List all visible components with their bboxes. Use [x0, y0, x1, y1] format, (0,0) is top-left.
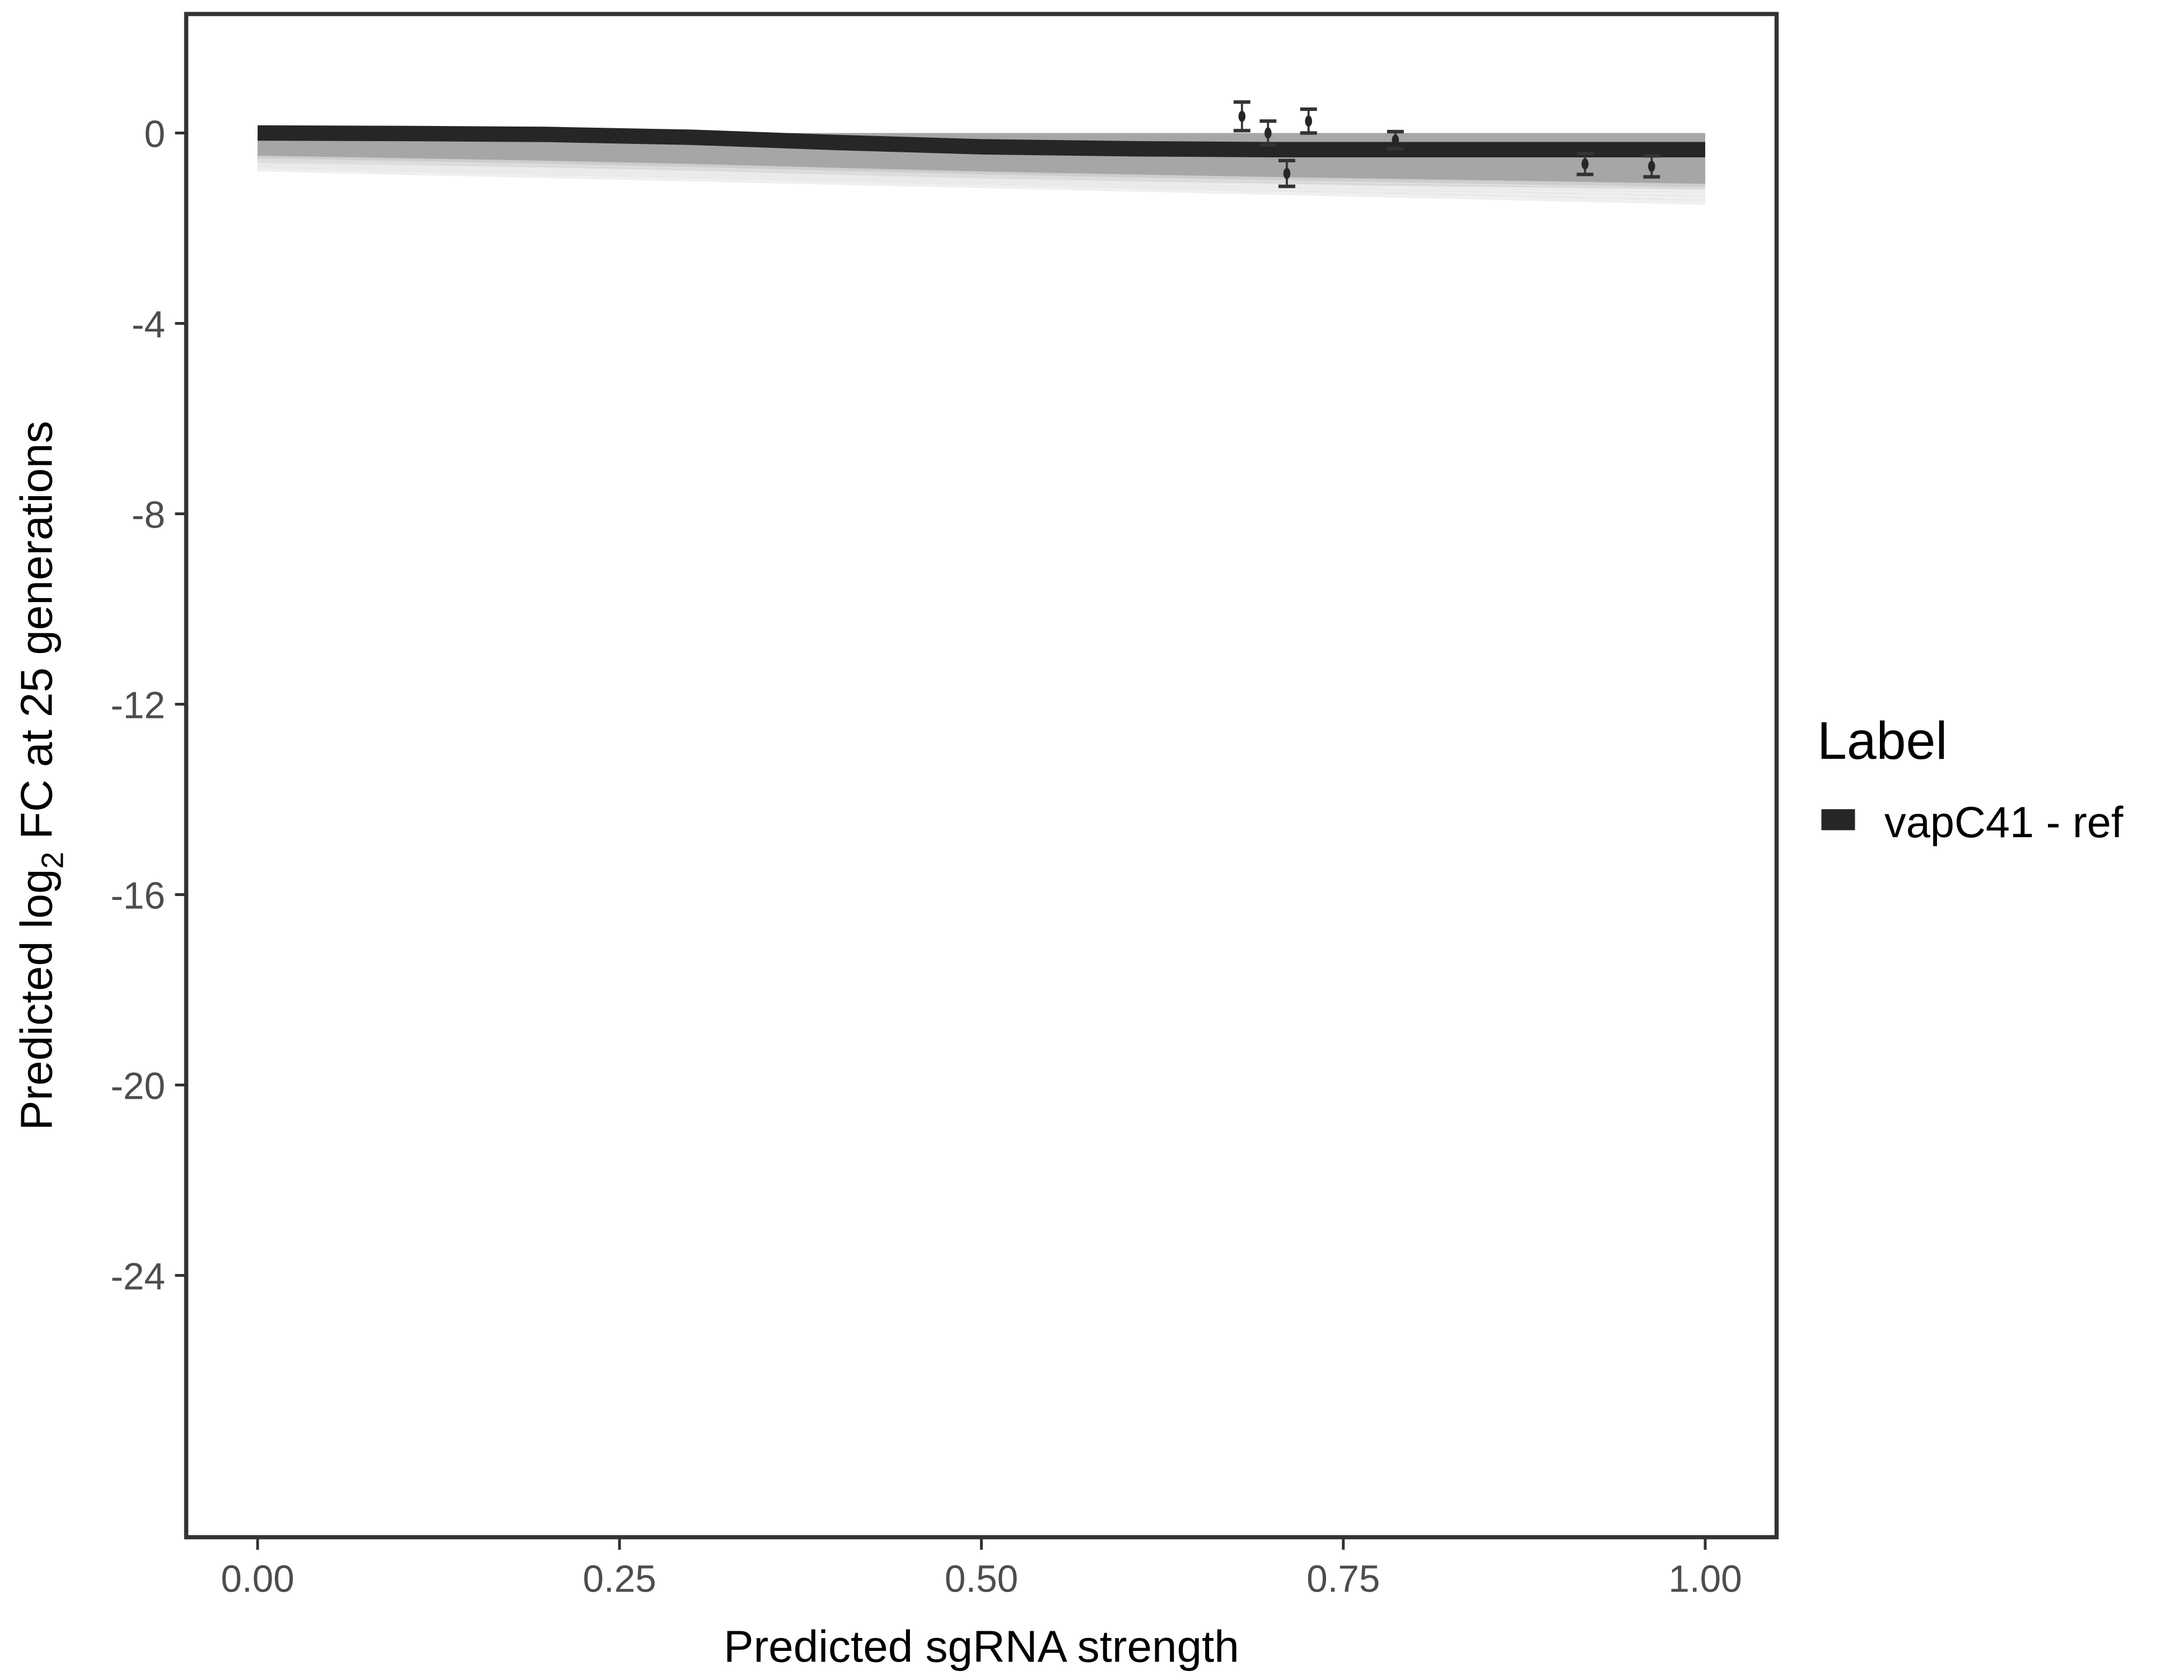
x-tick-label: 1.00	[1668, 1558, 1742, 1600]
points-group	[1233, 100, 1660, 188]
legend-label: vapC41 - ref	[1884, 799, 2124, 847]
posterior-draw-line	[257, 166, 1706, 205]
data-point	[1300, 107, 1317, 135]
y-tick-label: -4	[132, 304, 165, 346]
point-marker	[1581, 158, 1589, 170]
data-point	[1259, 119, 1277, 147]
legend-title: Label	[1817, 711, 1947, 771]
x-axis-title: Predicted sgRNA strength	[724, 1622, 1239, 1672]
data-point	[1643, 154, 1660, 179]
data-point	[1233, 100, 1250, 133]
point-marker	[1283, 167, 1291, 179]
point-marker	[1648, 161, 1655, 172]
point-marker	[1264, 127, 1272, 139]
point-marker	[1305, 115, 1312, 127]
x-ticks: 0.00 0.25 0.50 0.75 1.00	[221, 1538, 1742, 1600]
y-tick-label: -12	[110, 685, 165, 727]
fit-line	[257, 125, 1705, 158]
y-ticks: 0 -4 -8 -12 -16 -20 -24	[110, 114, 186, 1298]
x-tick-label: 0.50	[945, 1558, 1018, 1600]
y-tick-label: -8	[132, 494, 165, 536]
y-tick-label: -24	[110, 1256, 165, 1298]
x-tick-label: 0.00	[221, 1558, 294, 1600]
point-marker	[1392, 134, 1399, 146]
legend-key	[1821, 809, 1855, 830]
plot-panel-border	[184, 12, 1779, 1539]
fit-line-group	[257, 125, 1705, 158]
data-point	[1278, 158, 1295, 188]
data-point	[1387, 129, 1404, 151]
y-tick-label: -20	[110, 1066, 165, 1108]
point-marker	[1238, 110, 1246, 122]
y-axis-title: Predicted log2 FC at 25 generations	[11, 421, 69, 1131]
y-tick-label: -16	[110, 875, 165, 917]
y-tick-label: 0	[144, 114, 165, 156]
x-tick-label: 0.25	[583, 1558, 656, 1600]
x-tick-label: 0.75	[1306, 1558, 1380, 1600]
ribbon	[257, 128, 1706, 205]
data-point	[1576, 151, 1594, 176]
